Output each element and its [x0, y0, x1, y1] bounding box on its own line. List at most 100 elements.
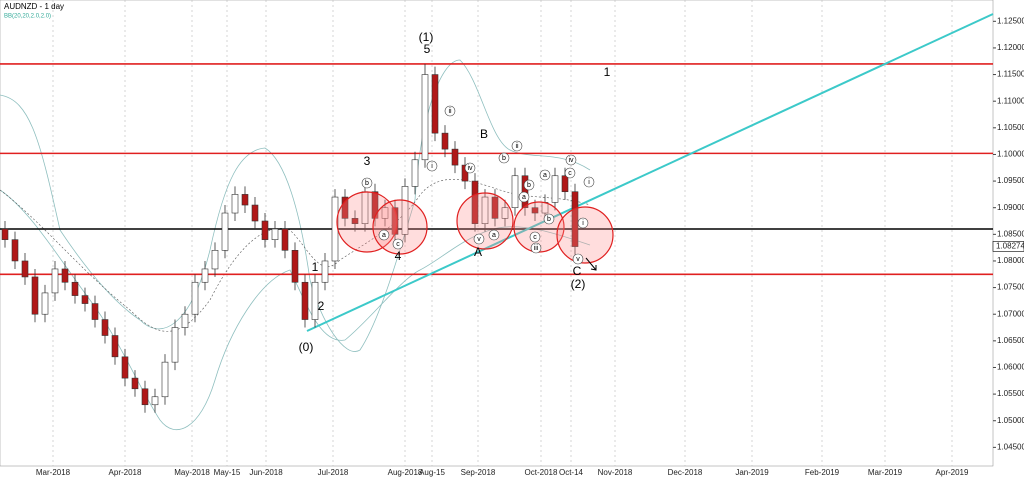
wave-label-small: c [396, 241, 400, 248]
wave-label-small: ii [515, 143, 519, 150]
candle-body [41, 292, 49, 315]
candle-body [501, 207, 509, 219]
wave-circle [543, 213, 555, 225]
y-tick-label: 1.07500 [997, 283, 1024, 292]
x-tick-label: Jul-2018 [318, 468, 349, 477]
candle-body [71, 281, 79, 296]
candle-body [21, 260, 29, 278]
x-tick-label: Mar-2019 [868, 468, 903, 477]
x-tick-label: Sep-2018 [461, 468, 496, 477]
wave-label: (2) [571, 277, 586, 291]
candle-body [171, 327, 179, 363]
candle-body [441, 132, 449, 150]
wave-circle [565, 154, 577, 166]
wave-label-small: v [576, 256, 580, 263]
wave-circle [572, 253, 584, 265]
x-tick-label: Oct-14 [559, 468, 584, 477]
wave-circle [530, 242, 542, 254]
candle-body [201, 268, 209, 283]
candle-body [261, 220, 269, 240]
wave-circle [444, 105, 456, 117]
circle [556, 206, 614, 264]
trend-line [306, 13, 994, 332]
candle-body [531, 207, 539, 214]
wave-label-small: iv [467, 165, 473, 172]
y-tick-label: 1.05500 [997, 389, 1024, 398]
candle-body [411, 159, 419, 187]
candle-body [331, 196, 339, 262]
candle-body [211, 250, 219, 270]
wave-circle [378, 229, 390, 241]
y-tick-label: 1.11000 [997, 96, 1024, 105]
wave-label: 3 [364, 154, 371, 168]
x-tick-label: Apr-2018 [109, 468, 142, 477]
wave-circle [529, 231, 541, 243]
candle-body [281, 228, 289, 251]
y-tick-label: 1.04500 [997, 442, 1024, 451]
candle-body [321, 260, 329, 283]
y-tick-label: 1.08000 [997, 256, 1024, 265]
wave-label-small: a [382, 232, 386, 239]
x-tick-label: Aug-15 [419, 468, 445, 477]
wave-circle [392, 238, 404, 250]
x-tick-label: May-2018 [174, 468, 210, 477]
x-tick-label: Apr-2019 [936, 468, 969, 477]
wave-label-small: b [365, 180, 369, 187]
arrow [585, 257, 597, 271]
wave-label: 1 [604, 65, 611, 79]
wave-label: 2 [318, 299, 325, 313]
wave-label-small: c [533, 234, 537, 241]
y-tick-label: 1.08500 [997, 229, 1024, 238]
x-tick-label: Oct-2018 [525, 468, 558, 477]
wave-circle [564, 167, 576, 179]
candle-body [61, 268, 69, 283]
candle-body [571, 191, 579, 247]
candle-body [131, 377, 139, 390]
candle-body [341, 196, 349, 219]
candle-body [561, 175, 569, 193]
wave-circle [473, 233, 485, 245]
wave-label: C [573, 264, 582, 278]
wave-label-small: i [588, 179, 590, 186]
candle-body [371, 191, 379, 219]
candle-body [381, 207, 389, 219]
wave-label-small: iii [534, 245, 539, 252]
candle-body [31, 276, 39, 315]
wave-circle [464, 162, 476, 174]
candle-body [231, 194, 239, 214]
grid [52, 0, 996, 466]
wave-circle [498, 152, 510, 164]
candle-body [161, 361, 169, 398]
wave-label: (1) [419, 30, 434, 44]
candle-body [551, 175, 559, 203]
wave-label-small: a [522, 194, 526, 201]
candle-body [461, 164, 469, 182]
candle-body [491, 196, 499, 219]
candle-body [511, 175, 519, 209]
x-tick-label: May-15 [214, 468, 241, 477]
candle-body [221, 212, 229, 251]
wave-label-small: c [568, 170, 572, 177]
candle-body [1, 228, 9, 240]
wave-label-small: v [477, 236, 481, 243]
wave-label-small: ii [448, 108, 452, 115]
candle-body [311, 281, 319, 320]
candle-body [431, 74, 439, 134]
candle-body [91, 303, 99, 320]
x-tick-label: Jun-2018 [249, 468, 283, 477]
candle-body [471, 180, 479, 224]
x-tick-label: Jan-2019 [735, 468, 769, 477]
x-tick-label: Dec-2018 [668, 468, 703, 477]
y-tick-label: 1.09000 [997, 203, 1024, 212]
y-tick-label: 1.09500 [997, 176, 1024, 185]
x-tick-label: Nov-2018 [598, 468, 633, 477]
candle-body [451, 148, 459, 166]
last-price-label: 1.08274 [996, 241, 1024, 250]
chart-title: AUDNZD - 1 day [4, 2, 64, 11]
wave-label-small: b [502, 155, 506, 162]
wave-circle [539, 169, 551, 181]
candle-body [291, 250, 299, 283]
x-tick-label: Feb-2019 [805, 468, 840, 477]
